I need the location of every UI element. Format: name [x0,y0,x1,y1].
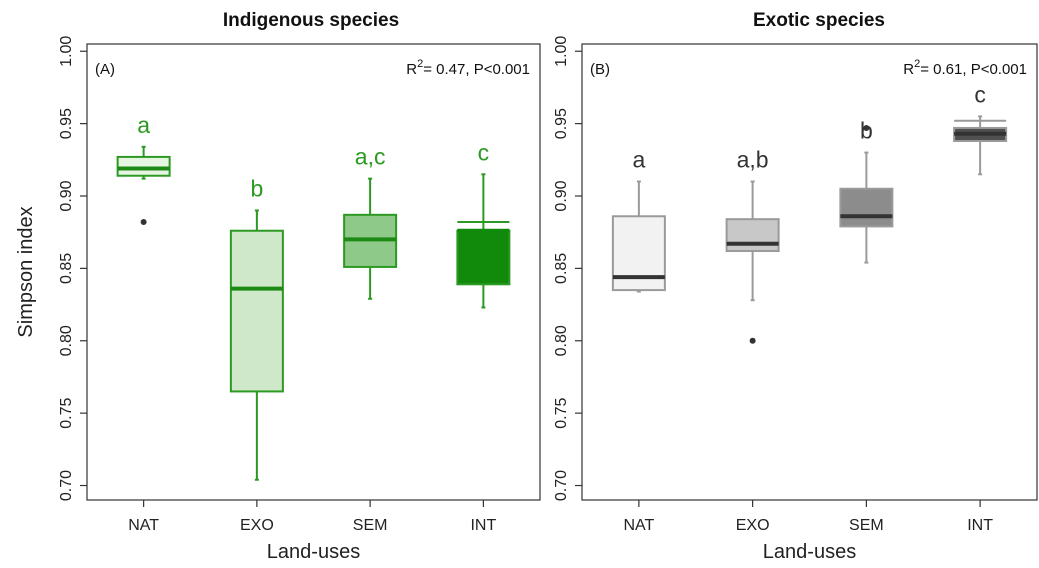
stat-values: = 0.61, P<0.001 [920,61,1027,78]
y-tick-label: 0.85 [553,253,570,284]
significance-letter: a,b [737,147,769,173]
box-nat: a [611,147,666,293]
x-tick-label: SEM [849,517,884,534]
x-tick-label: INT [967,517,993,534]
significance-letter: b [250,175,263,201]
y-tick-label: 0.90 [58,180,75,211]
stat-label: R2= 0.61, P<0.001 [903,58,1027,78]
box-int: c [456,139,511,309]
iqr-box [456,229,511,286]
outlier-point [140,219,147,226]
panel-exotic: Exotic species 0.70 0.75 0.80 0.85 0.90 0.95 1.… [553,10,1038,563]
y-tick-label: 0.75 [58,397,75,428]
y-tick-label: 0.75 [553,397,570,428]
panel-tag: (A) [95,61,115,78]
y-tick-label: 0.80 [58,325,75,356]
significance-letter: a [632,147,645,173]
stat-values: = 0.47, P<0.001 [423,61,530,78]
x-tick-label: INT [470,517,496,534]
outlier-point [863,124,870,131]
significance-letter: c [974,81,986,107]
stat-r: R [406,61,417,78]
y-tick-label: 0.90 [553,180,570,211]
plot-frame [581,43,1038,501]
box-nat: a [116,112,171,226]
box-int: c [953,81,1008,176]
significance-letter: a [137,112,150,138]
panel-title: Indigenous species [223,10,399,31]
y-tick-label: 1.00 [58,36,75,67]
box-sem: b [839,118,894,264]
significance-letter: c [478,139,490,165]
y-tick-label: 0.70 [58,470,75,501]
panel-tag: (B) [590,61,610,78]
panel-title: Exotic species [753,10,885,31]
stat-r: R [903,61,914,78]
y-axis-title: Simpson index [15,206,37,337]
box-exo: b [229,175,284,481]
x-tick-label: SEM [353,517,388,534]
y-tick-label: 0.70 [553,470,570,501]
plot-frame [86,43,541,501]
significance-letter: a,c [355,144,386,170]
x-axis-title: Land-uses [267,541,360,563]
y-tick-label: 0.85 [58,253,75,284]
iqr-box [725,218,780,253]
box-sem: a,c [343,144,398,300]
significance-letter: b [860,118,873,144]
box-exo: a,b [725,147,780,344]
x-axis-title: Land-uses [763,541,856,563]
panel-indigenous: Indigenous species 0.70 0.75 0.80 0.85 0.90 0.… [15,10,541,563]
iqr-box [229,229,284,393]
y-tick-label: 0.95 [553,108,570,139]
iqr-box [116,155,171,177]
x-tick-label: NAT [623,517,654,534]
x-tick-label: NAT [128,517,159,534]
stat-r2-exponent: 2 [417,58,423,70]
y-tick-label: 0.95 [58,108,75,139]
stat-label: R2= 0.47, P<0.001 [406,58,530,78]
outlier-point [749,337,756,344]
y-tick-label: 0.80 [553,325,570,356]
iqr-box [839,187,894,228]
stat-r2-exponent: 2 [914,58,920,70]
x-tick-label: EXO [240,517,274,534]
y-tick-label: 1.00 [553,36,570,67]
x-tick-label: EXO [736,517,770,534]
